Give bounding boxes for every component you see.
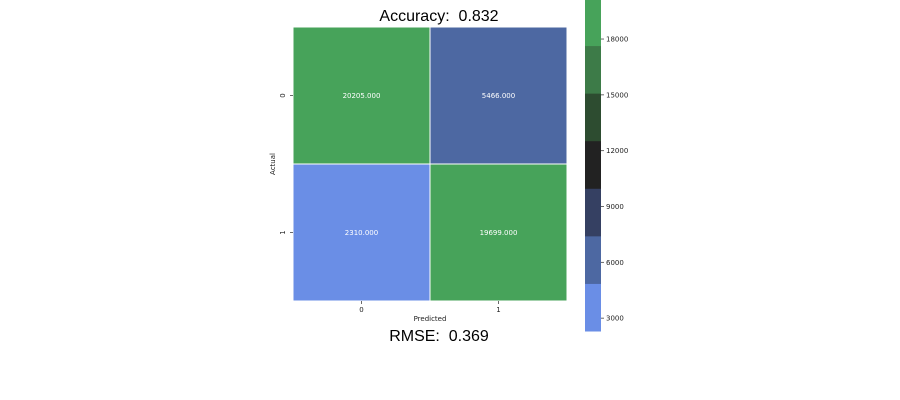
colorbar-tick-label-4: 15000 [606,91,628,99]
heatmap-cell-0-1 [429,26,568,165]
x-tick-label-1: 1 [496,306,500,314]
colorbar-segment-1 [585,235,601,284]
colorbar-segment-0 [585,283,601,332]
colorbar-tick-label-3: 12000 [606,147,628,155]
y-tick-label-0: 0 [279,93,287,97]
heatmap-cell-0-0 [292,26,431,165]
heatmap-axes: 0 1 0 1 [279,93,501,314]
rmse-footer: RMSE: 0.369 [389,328,489,345]
y-axis-label: Actual [269,153,277,175]
colorbar-segment-5 [585,45,601,94]
heatmap-cell-1-1 [429,163,568,302]
x-tick-label-0: 0 [359,306,363,314]
heatmap-cell-1-0 [292,163,431,302]
colorbar-tick-label-5: 18000 [606,36,628,44]
colorbar-segment-6 [585,0,601,47]
cell-label-1-1: 19699.000 [480,229,518,237]
colorbar-segment-3 [585,140,601,189]
colorbar-tick-label-1: 6000 [606,259,624,267]
colorbar-tick-label-0: 3000 [606,315,624,323]
y-tick-label-1: 1 [279,230,287,234]
heatmap-cells: 20205.000 5466.000 2310.000 19699.000 [292,26,568,302]
cell-label-0-1: 5466.000 [482,92,515,100]
cell-label-1-0: 2310.000 [345,229,378,237]
colorbar: 3000 6000 9000 12000 15000 18000 [585,0,628,332]
colorbar-segment-2 [585,188,601,237]
x-axis-label: Predicted [414,315,447,323]
cell-label-0-0: 20205.000 [343,92,381,100]
colorbar-segment-4 [585,93,601,142]
chart-title: Accuracy: 0.832 [379,8,498,25]
colorbar-tick-label-2: 9000 [606,203,624,211]
